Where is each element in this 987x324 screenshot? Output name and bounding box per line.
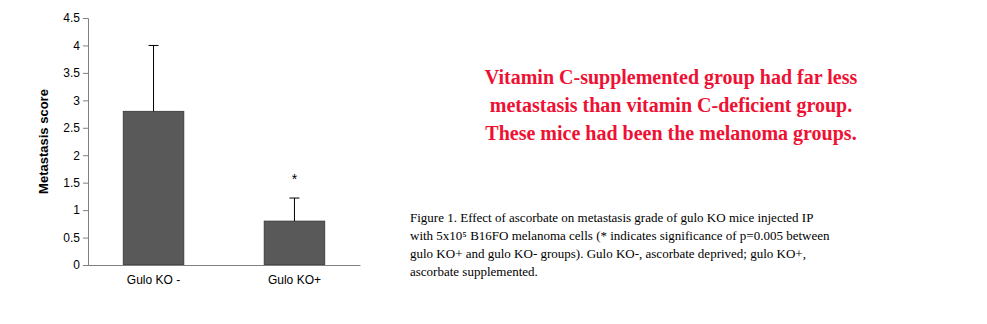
y-tick: 1 <box>73 203 88 217</box>
significance-label: * <box>292 171 298 187</box>
y-tick-mark <box>83 265 88 266</box>
error-bar-stem <box>294 198 295 221</box>
y-tick: 1.5 <box>63 176 88 190</box>
y-tick-mark <box>83 183 88 184</box>
y-axis: 0 0.5 1 1.5 2 2.5 3 3.5 4 4.5 <box>63 11 88 272</box>
x-tick: Gulo KO+ <box>268 273 321 287</box>
y-tick-label: 3 <box>73 94 80 108</box>
y-tick-mark <box>83 210 88 211</box>
annotation: These mice had been the melanoma groups. <box>485 122 856 145</box>
y-tick-mark <box>83 100 88 101</box>
x-tick: Gulo KO - <box>127 273 180 287</box>
x-axis: Gulo KO - Gulo KO+ <box>89 266 361 287</box>
x-tick-label: Gulo KO+ <box>268 273 321 287</box>
y-tick-label: 1.5 <box>63 176 80 190</box>
bar <box>123 111 184 265</box>
error-bar <box>149 45 159 111</box>
y-tick: 4 <box>73 39 88 53</box>
y-tick-label: 3.5 <box>63 66 80 80</box>
y-tick: 2 <box>73 149 88 163</box>
caption: ascorbate supplemented. <box>410 264 538 279</box>
y-tick-label: 0.5 <box>63 231 80 245</box>
error-bar-stem <box>153 45 154 111</box>
x-axis-line <box>89 265 361 266</box>
y-tick-label: 2.5 <box>63 121 80 135</box>
y-tick-mark <box>83 45 88 46</box>
y-tick: 3.5 <box>63 66 88 80</box>
y-tick: 2.5 <box>63 121 88 135</box>
y-tick-label: 0 <box>73 258 80 272</box>
y-axis-line <box>83 19 89 266</box>
plot-area <box>123 45 325 265</box>
y-tick-label: 4 <box>73 39 80 53</box>
error-bar-cap <box>289 198 299 199</box>
chart: 0 0.5 1 1.5 2 2.5 3 3.5 4 4.5 Gulo KO - Gulo KO+ Met… <box>0 0 987 324</box>
y-tick-mark <box>83 155 88 156</box>
y-tick-label: 2 <box>73 149 80 163</box>
y-tick: 3 <box>73 94 88 108</box>
error-bar <box>289 198 299 221</box>
y-axis-title: Metastasis score <box>36 89 51 194</box>
y-tick: 0 <box>73 258 88 272</box>
caption: Figure 1. Effect of ascorbate on metasta… <box>410 210 813 225</box>
y-tick-mark <box>83 238 88 239</box>
y-tick: 4.5 <box>63 11 88 25</box>
annotation: metastasis than vitamin C-deficient grou… <box>490 94 852 117</box>
y-tick-mark <box>83 18 88 19</box>
bar <box>264 221 325 265</box>
y-tick-label: 4.5 <box>63 11 80 25</box>
caption: gulo KO+ and gulo KO- groups). Gulo KO-,… <box>410 246 806 261</box>
annotation: Vitamin C-supplemented group had far les… <box>485 66 858 89</box>
y-tick-mark <box>83 73 88 74</box>
x-tick-label: Gulo KO - <box>127 273 180 287</box>
error-bar-cap <box>149 45 159 46</box>
y-tick-label: 1 <box>73 203 80 217</box>
y-tick-mark <box>83 128 88 129</box>
caption: with 5x10⁵ B16FO melanoma cells (* indic… <box>410 228 830 243</box>
y-tick: 0.5 <box>63 231 88 245</box>
